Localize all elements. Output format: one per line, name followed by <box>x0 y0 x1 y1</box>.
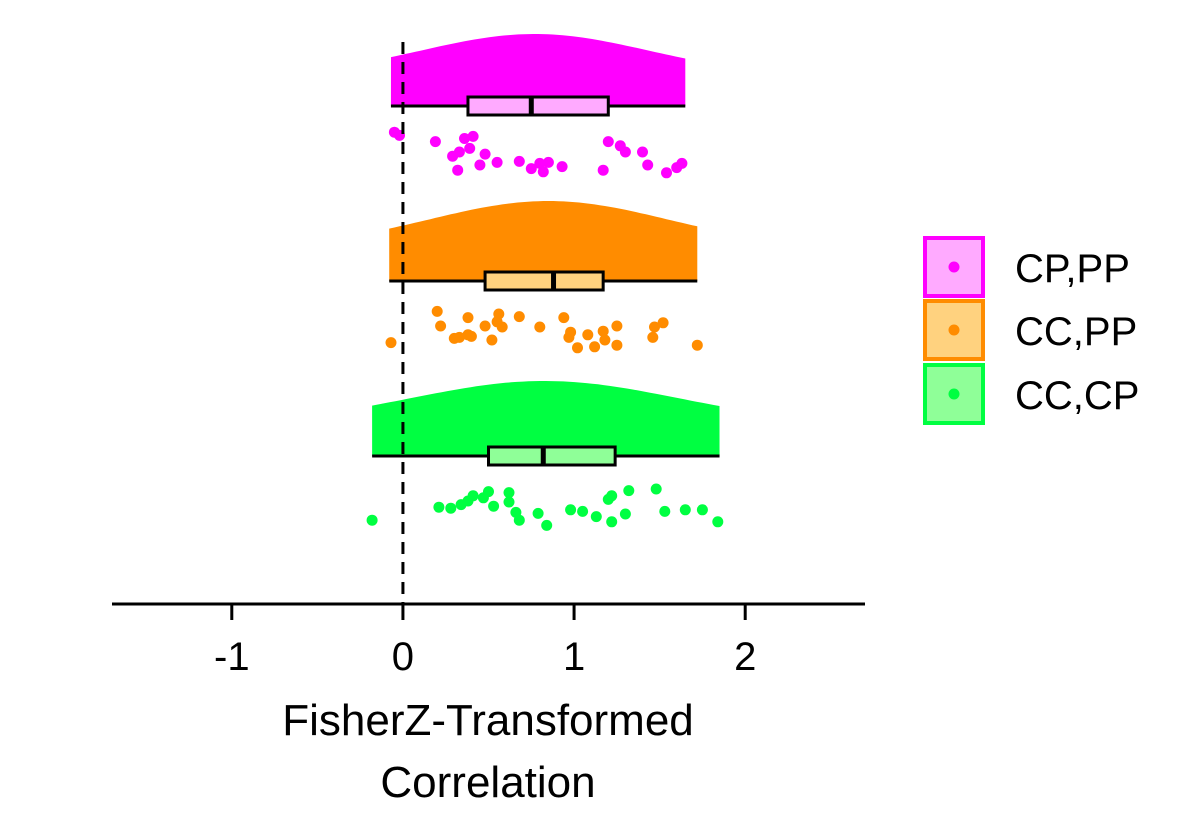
data-point <box>459 133 470 144</box>
data-point <box>712 516 724 528</box>
data-point <box>486 334 498 346</box>
box-iqr <box>466 95 610 117</box>
data-point <box>597 164 609 176</box>
data-point <box>619 146 631 158</box>
data-point <box>474 159 486 171</box>
data-point <box>429 136 441 148</box>
data-point <box>532 507 544 519</box>
density-cloud <box>372 381 720 456</box>
data-point <box>479 320 491 332</box>
data-point <box>541 519 553 531</box>
data-point <box>462 312 474 324</box>
data-point <box>619 508 631 520</box>
data-point <box>488 500 500 512</box>
data-point <box>525 163 537 175</box>
legend: CP,PP CC,PP CC,CP <box>923 236 1139 425</box>
data-point <box>503 487 515 499</box>
group-cp-pp <box>388 34 688 179</box>
data-point <box>452 164 464 176</box>
legend-label: CC,CP <box>1015 374 1139 418</box>
legend-item: CC,CP <box>923 363 1139 425</box>
legend-key-point <box>948 388 960 400</box>
data-point <box>483 486 494 498</box>
data-point <box>696 504 708 516</box>
data-point <box>445 502 457 514</box>
data-point <box>479 148 491 160</box>
data-point <box>513 311 525 323</box>
x-tick-label: 0 <box>392 635 414 679</box>
legend-item: CC,PP <box>923 299 1137 361</box>
data-point <box>657 317 669 329</box>
data-point <box>565 504 577 516</box>
x-tick-label: -1 <box>214 635 250 679</box>
data-point <box>385 337 397 349</box>
data-point <box>661 167 672 179</box>
data-point <box>467 490 479 502</box>
data-point <box>556 161 568 173</box>
data-point <box>606 516 618 528</box>
data-point <box>623 485 635 497</box>
data-point <box>453 331 465 343</box>
data-point <box>558 312 570 324</box>
data-point <box>496 321 508 333</box>
data-point <box>513 155 525 167</box>
data-point <box>493 308 505 320</box>
data-point <box>503 496 515 508</box>
data-point <box>433 501 445 513</box>
data-point <box>435 320 447 332</box>
density-cloud <box>389 201 698 281</box>
group-cc-pp <box>385 201 703 354</box>
data-point <box>599 334 611 346</box>
data-point <box>565 326 577 338</box>
data-point <box>611 339 623 351</box>
data-point <box>602 136 614 148</box>
legend-label: CC,PP <box>1015 310 1137 354</box>
x-axis-ticks: -1 0 1 2 <box>214 604 756 679</box>
data-point <box>642 159 654 171</box>
box-iqr <box>483 270 605 292</box>
data-point <box>537 166 549 178</box>
data-point <box>676 157 688 169</box>
x-axis-title-line-2: Correlation <box>380 758 595 807</box>
data-point <box>649 321 660 333</box>
data-point <box>467 130 479 142</box>
data-point <box>431 305 443 317</box>
plot-area <box>366 34 724 531</box>
data-point <box>465 330 477 342</box>
data-point <box>534 157 546 169</box>
data-point <box>647 331 659 343</box>
data-point <box>491 156 503 168</box>
data-point <box>650 483 662 495</box>
data-point <box>637 146 648 158</box>
data-point <box>691 339 703 351</box>
x-tick-label: 2 <box>734 635 756 679</box>
group-cc-cp <box>366 381 724 531</box>
legend-item: CP,PP <box>923 236 1130 298</box>
data-point <box>577 505 589 517</box>
data-point <box>611 320 623 332</box>
data-point <box>590 511 602 523</box>
data-point <box>513 514 525 526</box>
data-point <box>366 514 378 526</box>
legend-key-point <box>948 261 960 273</box>
data-point <box>534 321 546 333</box>
box-iqr <box>487 445 617 467</box>
data-point <box>453 146 465 158</box>
data-point <box>597 325 609 337</box>
data-point <box>589 341 601 353</box>
legend-label: CP,PP <box>1015 247 1130 291</box>
data-point <box>606 490 618 502</box>
data-point <box>679 504 691 516</box>
data-point <box>582 329 594 341</box>
data-point <box>659 505 671 517</box>
data-point <box>464 142 476 154</box>
data-point <box>542 156 554 168</box>
legend-key-point <box>948 324 960 336</box>
legend-key <box>923 363 985 425</box>
x-axis-title-line-1: FisherZ-Transformed <box>282 696 694 745</box>
density-cloud <box>390 34 686 106</box>
x-tick-label: 1 <box>563 635 585 679</box>
data-point <box>572 342 583 354</box>
